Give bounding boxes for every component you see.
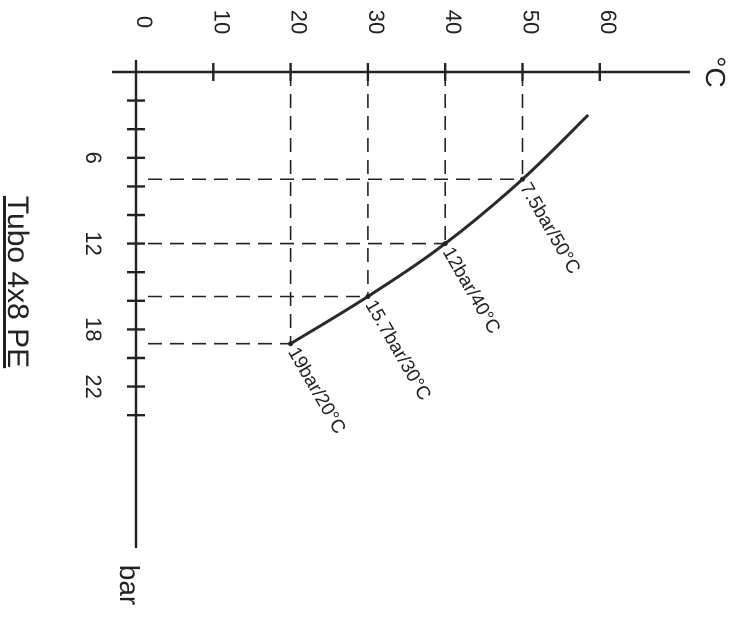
temperature-tick-label: 60	[596, 10, 621, 34]
data-point	[442, 241, 448, 247]
chart-title: Tubo 4x8 PE	[1, 196, 34, 368]
temperature-tick-label: 50	[519, 10, 544, 34]
point-annotation: 7.5bar/50°C	[515, 179, 584, 277]
temperature-tick-label: 0	[132, 16, 157, 28]
y-axis-label: °C	[700, 56, 731, 87]
point-annotation: 15.7bar/30°C	[361, 297, 435, 405]
ticks: 0 10 20 30 40 50 60 6 12 18 22	[81, 10, 621, 417]
axes	[112, 60, 690, 548]
guide-lines	[148, 72, 524, 345]
annotations: 7.5bar/50°C12bar/40°C15.7bar/30°C19bar/2…	[283, 176, 584, 438]
data-point	[520, 176, 525, 182]
data-point	[365, 294, 371, 300]
temperature-tick-label: 20	[287, 10, 312, 34]
point-annotation: 12bar/40°C	[438, 244, 504, 338]
temperature-tick-label: 10	[209, 10, 234, 34]
labels: °C bar Tubo 4x8 PE	[1, 56, 731, 605]
pressure-tick-label: 18	[81, 317, 106, 341]
pressure-tick-label: 6	[81, 152, 106, 164]
x-axis-label: bar	[114, 565, 145, 605]
pressure-tick-label: 22	[81, 374, 106, 398]
pressure-tick-label: 12	[81, 231, 106, 255]
temperature-tick-label: 30	[364, 10, 389, 34]
point-annotation: 19bar/20°C	[283, 344, 349, 438]
data-point	[288, 341, 294, 347]
temperature-tick-label: 40	[441, 10, 466, 34]
